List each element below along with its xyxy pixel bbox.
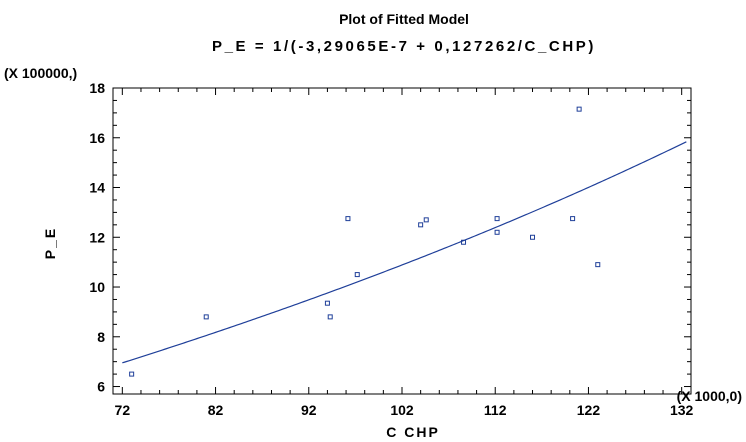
data-point [346, 217, 350, 221]
chart-subtitle: P_E = 1/(-3,29065E-7 + 0,127262/C_CHP) [212, 38, 596, 55]
x-axis-label: C CHP [386, 424, 440, 440]
chart-title: Plot of Fitted Model [339, 11, 469, 27]
y-tick-label: 14 [89, 180, 105, 196]
x-tick-label: 92 [301, 402, 317, 418]
data-point [577, 107, 581, 111]
x-tick-label: 72 [115, 402, 131, 418]
data-point [424, 218, 428, 222]
data-point [495, 217, 499, 221]
y-axis-ticks: 6 8 10 12 14 16 18 [89, 80, 691, 395]
y-tick-label: 18 [89, 80, 105, 96]
y-tick-label: 6 [97, 379, 105, 395]
data-point [130, 372, 134, 376]
x-tick-label: 122 [577, 402, 601, 418]
y-tick-label: 12 [89, 229, 105, 245]
data-point [325, 301, 329, 305]
x-tick-label: 112 [484, 402, 507, 418]
data-point [355, 273, 359, 277]
x-axis-ticks: 72 82 92 102 112 122 132 [115, 88, 694, 418]
plot-frame [113, 88, 691, 394]
data-point [596, 263, 600, 267]
data-points-group [130, 107, 600, 376]
y-axis-multiplier: (X 100000,) [4, 65, 77, 81]
y-tick-label: 10 [89, 279, 105, 295]
data-point [571, 217, 575, 221]
y-axis-label: P_E [42, 227, 58, 259]
y-tick-label: 8 [97, 329, 105, 345]
data-point [419, 223, 423, 227]
data-point [328, 315, 332, 319]
x-tick-label: 102 [390, 402, 414, 418]
fitted-curve-group [122, 142, 686, 363]
data-point [204, 315, 208, 319]
fitted-curve-line [122, 142, 686, 363]
x-tick-label: 82 [208, 402, 224, 418]
data-point [531, 235, 535, 239]
data-point [495, 230, 499, 234]
y-tick-label: 16 [89, 130, 105, 146]
x-tick-label: 132 [670, 402, 694, 418]
